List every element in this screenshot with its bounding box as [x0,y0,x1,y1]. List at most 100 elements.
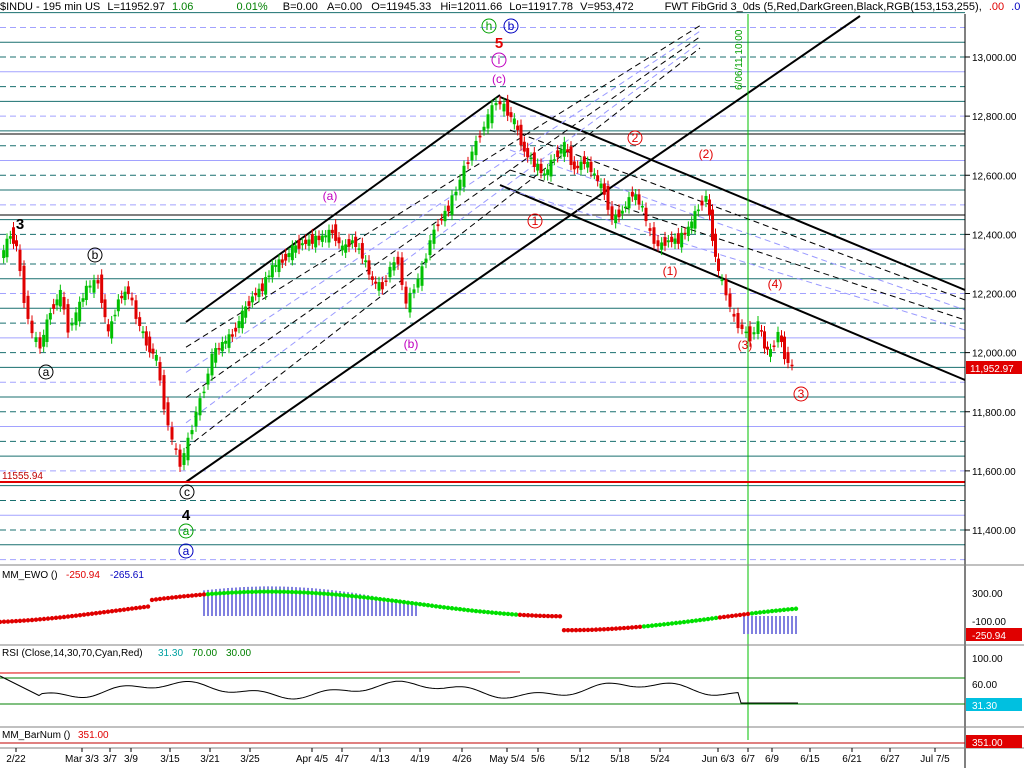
rsi-axis-60: 60.00 [972,680,997,691]
candle-body [436,224,440,227]
candle-body [314,235,318,248]
ewo-dot [369,596,375,601]
price-tick-label: 12,000.00 [972,349,1017,360]
ewo-dot [481,609,487,615]
candle-body [370,276,374,280]
ewo-dot [109,608,115,614]
price-tick-label: 11,800.00 [972,408,1016,419]
wave-label: 5 [495,35,503,52]
candle-body [277,259,281,273]
rsi-value-1: 31.30 [158,648,183,659]
candle-body [424,258,428,263]
ewo-dot [165,595,171,601]
candle-body [440,219,444,221]
candle-body [617,209,621,218]
rsi-axis-100: 100.00 [972,654,1003,665]
candle-body [62,297,66,310]
ewo-dot [385,597,391,603]
candle-body [673,238,677,244]
ewo-dot [269,589,275,594]
candle-body [576,165,580,169]
time-tick-label: 3/25 [240,754,260,765]
candle-body [198,398,202,416]
candle-body [744,331,748,334]
ewo-dot [329,592,335,597]
ewo-dot [221,590,227,596]
ewo-dot [717,615,723,620]
ewo-axis-neg100: -100.00 [972,617,1006,628]
ewo-dot [453,606,459,611]
channel-median [185,30,701,373]
candle-body [610,206,614,220]
wave-label: 3 [798,387,805,401]
ewo-dot [309,590,315,596]
ewo-dot [373,596,379,601]
candle-body [290,245,294,261]
wave-circle [178,543,194,559]
candle-body [728,293,732,307]
channel-median [185,47,701,449]
candle-body [596,175,600,182]
candle-body [360,243,364,259]
ewo-dot [101,610,107,615]
candle-body [52,304,56,309]
ewo-dot [229,590,235,595]
candle-body [364,260,368,263]
candle-body [48,313,52,320]
candle-body [162,375,166,410]
ewo-dot [301,590,307,595]
rsi-value-3: 30.00 [226,648,251,659]
header-low: Lo=11917.78 [509,1,573,13]
candle-body [84,285,88,301]
candle-body [81,298,85,302]
candle-body [106,324,110,332]
candle-body [579,161,583,170]
ewo-dot [273,589,279,594]
ewo-dot [557,614,563,619]
candle-body [88,285,92,288]
channel-line [185,94,501,323]
candle-body [317,235,321,241]
candle-body [542,173,546,175]
ewo-dot [233,590,239,595]
ewo-dot [765,609,771,614]
ewo-dot [469,608,475,613]
candle-body [589,161,593,173]
last-price-box [966,361,1022,374]
candle-body [250,296,254,303]
ewo-dot [341,593,347,598]
candle-body [5,238,9,258]
candle-body [2,250,6,259]
candle-body [509,112,513,118]
wave-label: i [498,53,501,67]
ewo-dot [361,595,367,600]
candle-body [26,295,30,319]
channel-line [185,249,521,483]
candle-body [18,249,22,272]
ewo-dot [69,613,75,619]
barnum-last: 351.00 [972,738,1003,749]
wave-circle [491,52,507,68]
candle-body [478,135,482,138]
candle-body [420,266,424,286]
candle-body [756,321,760,335]
wave-label: (3) [738,338,753,352]
wave-label: (1) [663,264,678,278]
candle-body [15,240,18,247]
rsi-line [0,675,798,704]
candle-body [690,221,694,229]
candle-body [552,159,556,161]
time-tick-label: 3/7 [103,754,117,765]
candle-body [648,228,652,231]
ewo-dot [409,600,415,606]
ewo-dot [569,627,575,633]
ewo-dot [253,589,259,594]
candle-body [270,265,274,278]
ewo-dot [701,617,707,622]
ewo-dot [753,610,759,616]
candle-body [458,179,462,191]
ewo-dot [381,597,387,602]
ewo-dot [305,590,311,595]
candle-body [556,150,560,158]
